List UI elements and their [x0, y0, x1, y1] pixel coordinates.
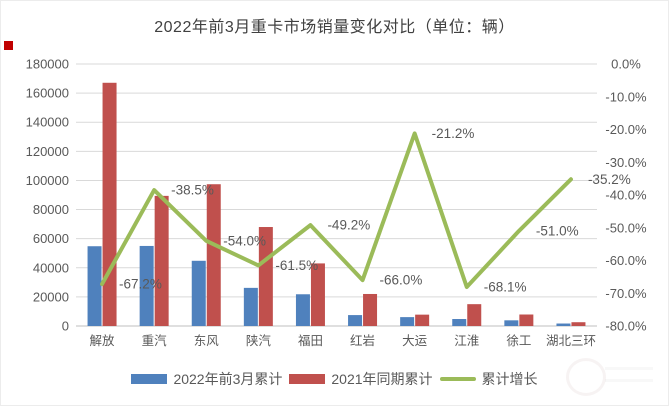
left-axis-tick-label: 120000: [26, 144, 69, 159]
bar-2022: [400, 317, 415, 326]
growth-point-label: -38.5%: [171, 183, 214, 198]
bar-2021: [467, 304, 482, 326]
left-axis-tick-label: 100000: [26, 173, 69, 188]
right-axis-tick-label: -70.0%: [605, 286, 647, 301]
legend-item-growth: 累计增长: [439, 369, 538, 389]
bar-2022: [452, 319, 467, 326]
bar-2022: [243, 287, 258, 326]
faint-logo-watermark: [566, 358, 653, 396]
growth-point-label: -68.1%: [484, 280, 527, 295]
right-axis-tick-label: -10.0%: [605, 89, 647, 104]
right-axis-tick-label: -20.0%: [605, 122, 647, 137]
legend-item-2021: 2021年同期累计: [289, 369, 433, 389]
bar-2021: [258, 227, 273, 326]
right-axis-tick-label: -30.0%: [605, 155, 647, 170]
category-label: 东风: [194, 334, 220, 348]
legend-label-2022: 2022年前3月累计: [173, 371, 283, 387]
bar-2021: [206, 184, 221, 326]
category-label: 解放: [90, 333, 116, 348]
category-label: 湖北三环: [546, 333, 596, 348]
growth-point-label: -51.0%: [536, 224, 579, 239]
category-label: 陕汽: [246, 333, 272, 348]
bar-2022: [191, 260, 206, 326]
growth-point-label: -61.5%: [275, 258, 318, 273]
growth-point-label: -54.0%: [223, 233, 266, 248]
category-label: 福田: [298, 333, 323, 348]
left-axis-tick-label: 40000: [33, 260, 69, 275]
legend-label-2021: 2021年同期累计: [331, 371, 433, 387]
left-axis-tick-label: 20000: [33, 289, 69, 304]
growth-line: [100, 131, 573, 290]
right-axis-tick-label: -80.0%: [605, 319, 647, 334]
left-axis-tick-label: 160000: [26, 86, 69, 101]
bar-2021: [102, 82, 117, 326]
bar-2022: [295, 294, 310, 326]
bar-2022: [504, 320, 519, 326]
right-axis-tick-label: -50.0%: [605, 220, 647, 235]
chart-legend: 2022年前3月累计 2021年同期累计 累计增长: [1, 368, 668, 390]
category-label: 红岩: [350, 333, 375, 348]
category-label: 徐工: [506, 333, 531, 348]
legend-swatch-growth-line: [439, 377, 476, 381]
legend-swatch-2021-red: [289, 374, 326, 384]
bar-2022: [348, 315, 363, 326]
bar-2021: [310, 263, 325, 326]
legend-item-2022: 2022年前3月累计: [131, 369, 282, 389]
bar-2021: [363, 293, 378, 326]
right-axis-tick-label: -60.0%: [605, 253, 647, 268]
category-label: 重汽: [142, 333, 168, 348]
left-axis-tick-label: 60000: [33, 231, 69, 246]
legend-swatch-2022-blue: [131, 374, 168, 384]
bar-2022: [87, 246, 102, 326]
left-axis-tick-label: 180000: [26, 57, 69, 72]
bar-2021: [154, 195, 169, 326]
bar-2022: [556, 323, 571, 326]
left-axis-tick-label: 0: [62, 319, 69, 334]
right-axis-tick-label: -40.0%: [605, 188, 647, 203]
growth-point-label: -49.2%: [327, 218, 370, 233]
growth-point-label: -66.0%: [380, 273, 423, 288]
bar-2022: [139, 245, 154, 326]
category-label: 江淮: [454, 334, 479, 348]
chart-title: 2022年前3月重卡市场销量变化对比（单位：辆）: [154, 19, 515, 36]
growth-point-label: -35.2%: [588, 172, 631, 187]
bar-2021: [571, 322, 586, 326]
growth-point-label: -21.2%: [432, 126, 475, 141]
bar-2021: [415, 314, 430, 326]
growth-point-label: -67.2%: [119, 277, 162, 292]
legend-label-growth: 累计增长: [481, 371, 538, 387]
left-axis-tick-label: 140000: [26, 115, 69, 130]
left-axis-tick-label: 80000: [33, 202, 69, 217]
bar-2021: [519, 314, 534, 326]
right-axis-tick-label: 0.0%: [611, 57, 641, 72]
red-square-watermark: [4, 41, 13, 50]
category-label: 大运: [402, 334, 428, 348]
